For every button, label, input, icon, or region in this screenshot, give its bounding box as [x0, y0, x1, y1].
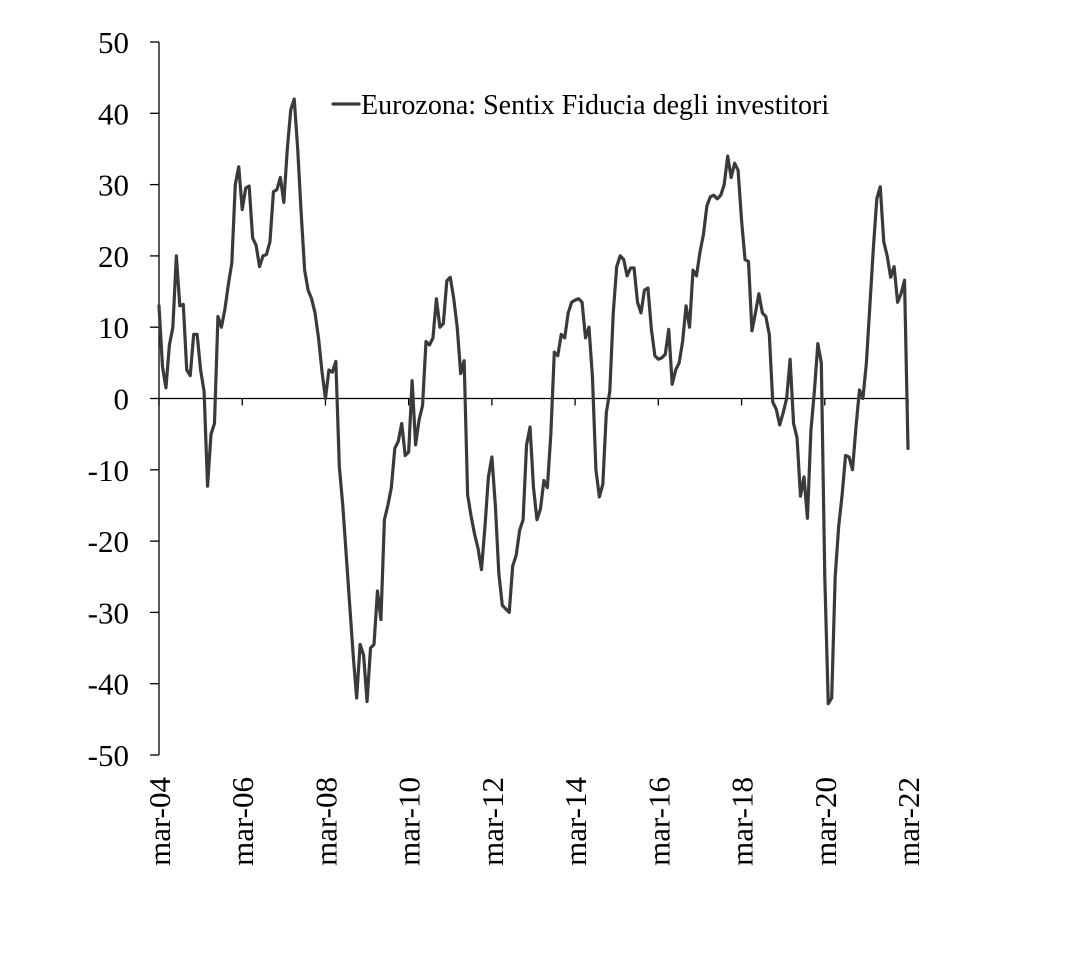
x-tick-label: mar-06	[225, 777, 260, 866]
y-tick-label: 50	[98, 25, 129, 60]
y-tick-label: 40	[98, 96, 129, 131]
legend: Eurozona: Sentix Fiducia degli investito…	[331, 90, 829, 121]
legend-label: Eurozona: Sentix Fiducia degli investito…	[361, 90, 829, 121]
y-tick-label: 20	[98, 239, 129, 274]
axes	[158, 42, 908, 755]
x-tick-label: mar-10	[392, 777, 427, 866]
y-tick-label: -20	[88, 524, 129, 559]
x-tick-label: mar-16	[641, 777, 676, 866]
x-tick-label: mar-12	[475, 777, 510, 866]
x-tick-label: mar-18	[725, 777, 760, 866]
y-tick-label: -10	[88, 453, 129, 488]
y-tick-label: -50	[88, 738, 129, 773]
x-tick-label: mar-22	[891, 777, 926, 866]
series-layer	[157, 97, 910, 706]
x-tick-label: mar-20	[808, 777, 843, 866]
x-tick-label: mar-14	[558, 777, 593, 866]
x-axis-ticks: mar-04 mar-06 mar-08 mar-10 mar-12 mar-14 mar-…	[142, 398, 926, 866]
series-line-0	[157, 97, 910, 706]
y-tick-label: -40	[88, 667, 129, 702]
y-tick-label: 10	[98, 310, 129, 345]
y-tick-label: -30	[88, 595, 129, 630]
y-tick-label: 0	[114, 382, 130, 417]
y-axis-ticks: 50 40 30 20 10 0 -10 -20 -30 -40 -50	[88, 25, 159, 773]
y-tick-label: 30	[98, 168, 129, 203]
x-tick-label: mar-04	[142, 777, 177, 866]
x-tick-label: mar-08	[308, 777, 343, 866]
